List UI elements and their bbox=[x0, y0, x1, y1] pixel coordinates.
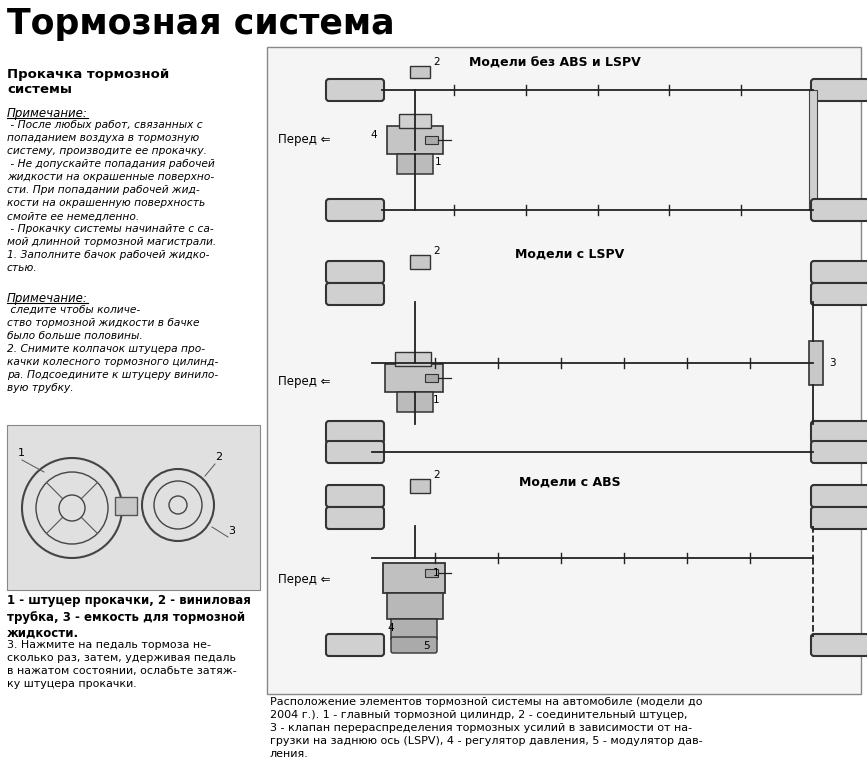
Text: Примечание:: Примечание: bbox=[7, 292, 88, 305]
Text: 2: 2 bbox=[433, 470, 440, 480]
FancyBboxPatch shape bbox=[391, 637, 437, 653]
Bar bbox=[809, 90, 817, 210]
FancyBboxPatch shape bbox=[811, 421, 867, 443]
Text: 2: 2 bbox=[433, 57, 440, 67]
Bar bbox=[397, 154, 433, 174]
Text: 5: 5 bbox=[423, 641, 430, 651]
Text: Тормозная система: Тормозная система bbox=[7, 7, 394, 41]
Text: - После любых работ, связанных с
попаданием воздуха в тормозную
систему, произво: - После любых работ, связанных с попадан… bbox=[7, 120, 216, 274]
Bar bbox=[410, 66, 430, 78]
Bar bbox=[809, 341, 823, 385]
FancyBboxPatch shape bbox=[326, 634, 384, 656]
Bar bbox=[410, 479, 430, 493]
Text: 1: 1 bbox=[18, 448, 25, 458]
Bar bbox=[397, 392, 433, 412]
FancyBboxPatch shape bbox=[811, 79, 867, 101]
Bar bbox=[387, 593, 443, 619]
Bar bbox=[395, 352, 431, 366]
Text: Прокачка тормозной
системы: Прокачка тормозной системы bbox=[7, 68, 169, 96]
Bar bbox=[387, 126, 443, 154]
FancyBboxPatch shape bbox=[326, 261, 384, 283]
FancyBboxPatch shape bbox=[811, 283, 867, 305]
Text: Модели без ABS и LSPV: Модели без ABS и LSPV bbox=[469, 57, 641, 70]
Bar bbox=[383, 563, 445, 593]
FancyBboxPatch shape bbox=[811, 199, 867, 221]
Text: Модели с LSPV: Модели с LSPV bbox=[515, 248, 624, 261]
Text: Перед ⇐: Перед ⇐ bbox=[278, 374, 330, 387]
FancyBboxPatch shape bbox=[811, 634, 867, 656]
Text: 2: 2 bbox=[433, 246, 440, 256]
FancyBboxPatch shape bbox=[811, 441, 867, 463]
Bar bbox=[425, 569, 438, 577]
Text: Расположение элементов тормозной системы на автомобиле (модели до
2004 г.). 1 - : Расположение элементов тормозной системы… bbox=[270, 697, 702, 759]
FancyBboxPatch shape bbox=[326, 485, 384, 507]
FancyBboxPatch shape bbox=[326, 199, 384, 221]
Bar bbox=[391, 619, 437, 639]
Bar bbox=[267, 47, 861, 694]
Text: 2: 2 bbox=[215, 452, 222, 462]
FancyBboxPatch shape bbox=[811, 261, 867, 283]
Text: 1 - штуцер прокачки, 2 - виниловая
трубка, 3 - емкость для тормозной
жидкости.: 1 - штуцер прокачки, 2 - виниловая трубк… bbox=[7, 594, 251, 640]
Text: Перед ⇐: Перед ⇐ bbox=[278, 133, 330, 146]
Text: Модели с ABS: Модели с ABS bbox=[519, 476, 621, 489]
FancyBboxPatch shape bbox=[811, 485, 867, 507]
Bar bbox=[115, 497, 137, 515]
Bar bbox=[7, 425, 260, 590]
Text: 3: 3 bbox=[228, 526, 235, 536]
Text: 1: 1 bbox=[435, 157, 441, 167]
Text: 3. Нажмите на педаль тормоза не-
сколько раз, затем, удерживая педаль
в нажатом : 3. Нажмите на педаль тормоза не- сколько… bbox=[7, 640, 237, 689]
Text: следите чтобы количе-
ство тормозной жидкости в бачке
было больше половины.
2. С: следите чтобы количе- ство тормозной жид… bbox=[7, 305, 218, 393]
Bar bbox=[425, 136, 438, 144]
Text: 1: 1 bbox=[433, 568, 440, 578]
Text: 4: 4 bbox=[387, 623, 394, 633]
Bar bbox=[425, 374, 438, 382]
Text: 1: 1 bbox=[433, 395, 440, 405]
FancyBboxPatch shape bbox=[326, 507, 384, 529]
Bar bbox=[399, 114, 431, 128]
Bar bbox=[385, 364, 443, 392]
Text: Примечание:: Примечание: bbox=[7, 107, 88, 120]
FancyBboxPatch shape bbox=[326, 79, 384, 101]
Text: Перед ⇐: Перед ⇐ bbox=[278, 574, 330, 587]
Text: 3: 3 bbox=[829, 358, 836, 368]
FancyBboxPatch shape bbox=[326, 441, 384, 463]
FancyBboxPatch shape bbox=[811, 507, 867, 529]
Bar bbox=[410, 255, 430, 269]
Text: 4: 4 bbox=[370, 130, 376, 140]
FancyBboxPatch shape bbox=[326, 283, 384, 305]
FancyBboxPatch shape bbox=[326, 421, 384, 443]
